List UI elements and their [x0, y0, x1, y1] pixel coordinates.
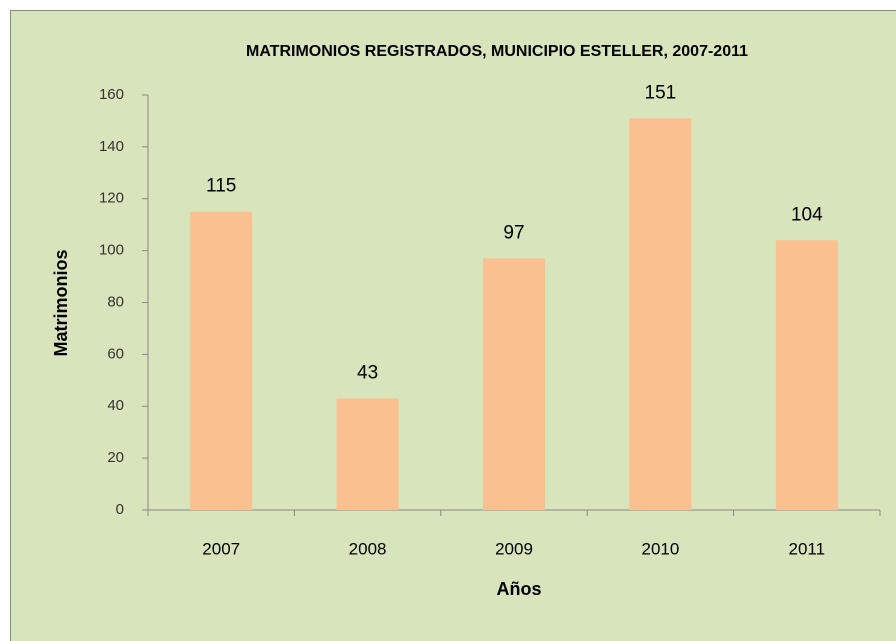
x-tick-label: 2008 [349, 539, 387, 558]
chart-title: MATRIMONIOS REGISTRADOS, MUNICIPIO ESTEL… [246, 43, 748, 60]
data-label: 151 [645, 82, 677, 103]
bar [775, 240, 838, 510]
x-axis-title: Años [497, 579, 542, 599]
data-label: 43 [357, 362, 378, 383]
bar [190, 211, 253, 510]
data-label: 97 [503, 222, 524, 243]
y-tick-label: 80 [107, 293, 124, 310]
data-label: 104 [791, 204, 823, 225]
x-tick-label: 2010 [641, 539, 679, 558]
y-tick-label: 160 [99, 86, 124, 103]
bar [483, 258, 545, 510]
y-tick-label: 0 [116, 501, 124, 518]
x-tick-label: 2007 [202, 539, 240, 558]
x-tick-label: 2011 [789, 539, 826, 558]
y-axis-title: Matrimonios [51, 249, 71, 356]
y-tick-label: 120 [99, 190, 124, 207]
y-tick-label: 20 [107, 449, 124, 466]
y-tick-label: 40 [107, 397, 124, 414]
y-tick-label: 60 [107, 345, 124, 362]
data-label: 115 [206, 176, 236, 197]
bar [629, 118, 692, 510]
y-tick-label: 100 [99, 242, 124, 259]
bar [336, 398, 399, 510]
chart-background [10, 10, 896, 641]
x-tick-label: 2009 [495, 539, 533, 558]
y-tick-label: 140 [99, 138, 124, 155]
